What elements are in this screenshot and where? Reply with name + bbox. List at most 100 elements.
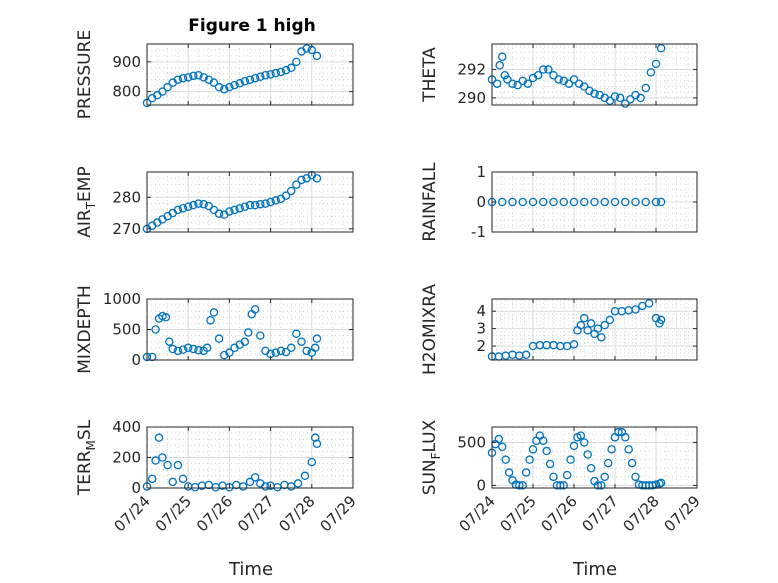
- mixdepth-marker: [281, 347, 291, 357]
- air-temp-marker: [199, 199, 208, 209]
- terr-msl-y-axis-label: TERRMSL: [75, 419, 98, 496]
- rainfall-marker: [600, 197, 610, 207]
- mixdepth-marker: [183, 343, 193, 353]
- sun-flux-marker: [539, 436, 548, 445]
- sun-flux-marker: [545, 459, 555, 469]
- theta-marker: [636, 93, 645, 103]
- theta-marker: [513, 80, 522, 90]
- sun-flux-y-tick-label: 500: [457, 433, 486, 451]
- theta-marker: [621, 99, 630, 108]
- theta-marker: [615, 93, 625, 103]
- air-temp-axes-box: [146, 171, 354, 233]
- pressure-marker: [312, 51, 322, 61]
- air-temp-marker: [173, 205, 183, 215]
- mixdepth-marker: [271, 348, 280, 357]
- sun-flux-marker: [525, 455, 534, 464]
- pressure-marker: [163, 82, 172, 92]
- pressure-marker: [225, 82, 234, 92]
- theta-marker: [656, 44, 666, 53]
- sun-flux-marker: [656, 478, 666, 488]
- terr-msl-marker: [250, 473, 260, 482]
- mixdepth-marker: [276, 346, 286, 356]
- theta-plot-area: [492, 44, 697, 105]
- air-temp-marker: [312, 174, 322, 183]
- theta-marker: [508, 79, 517, 88]
- theta-marker: [646, 68, 656, 77]
- theta-marker: [495, 61, 504, 70]
- mixdepth-marker: [214, 334, 224, 343]
- h2omixra-marker: [586, 319, 596, 328]
- pressure-marker: [178, 73, 188, 83]
- pressure-marker: [240, 76, 250, 86]
- pressure-marker: [250, 73, 260, 83]
- mixdepth-marker: [302, 346, 311, 356]
- theta-marker: [564, 79, 574, 88]
- pressure-marker: [158, 87, 167, 96]
- terr-msl-marker: [163, 460, 172, 470]
- sun-flux-marker: [556, 481, 565, 490]
- mixdepth-marker: [202, 343, 212, 353]
- sun-flux-marker: [497, 442, 507, 452]
- sun-flux-marker: [583, 450, 592, 459]
- h2omixra-marker: [631, 305, 640, 314]
- h2omixra-marker: [600, 320, 610, 330]
- mixdepth-marker: [286, 343, 296, 353]
- rainfall-marker: [651, 197, 661, 207]
- pressure-marker: [276, 67, 286, 77]
- sun-flux-marker: [559, 481, 569, 490]
- sun-flux-marker: [614, 427, 623, 437]
- h2omixra-marker: [569, 340, 579, 349]
- terr-msl-marker: [151, 456, 160, 465]
- h2omixra-marker: [597, 333, 606, 342]
- rainfall-marker: [559, 197, 569, 207]
- mixdepth-marker: [165, 337, 174, 346]
- sun-flux-marker: [600, 472, 610, 482]
- rainfall-y-tick-label: 0: [476, 193, 486, 211]
- pressure-marker: [173, 75, 183, 84]
- h2omixra-marker: [576, 320, 586, 330]
- h2omixra-y-axis-label: H2OMIXRA: [420, 284, 440, 375]
- pressure-marker: [230, 80, 239, 90]
- pressure-plot-area: [147, 44, 353, 105]
- air-temp-marker: [230, 205, 239, 215]
- pressure-marker: [266, 70, 275, 79]
- rainfall-marker: [549, 197, 558, 207]
- terr-msl-marker: [300, 471, 310, 481]
- terr-msl-marker: [178, 474, 188, 484]
- h2omixra-marker: [583, 326, 592, 335]
- pressure-marker: [209, 78, 219, 87]
- rainfall-marker: [539, 197, 548, 207]
- h2omixra-y-tick-label: 4: [476, 302, 486, 320]
- air-temp-marker: [225, 207, 234, 216]
- rainfall-marker: [518, 197, 528, 207]
- rainfall-marker: [631, 197, 640, 207]
- sun-flux-marker: [504, 468, 514, 477]
- terr-msl-marker: [158, 453, 167, 462]
- mixdepth-marker: [189, 344, 198, 354]
- theta-y-tick-label: 290: [457, 89, 486, 107]
- air-temp-marker: [266, 197, 275, 207]
- pressure-marker: [261, 70, 270, 80]
- terr-msl-marker: [261, 482, 270, 491]
- theta-marker: [539, 65, 548, 74]
- theta-marker: [569, 75, 579, 84]
- rainfall-marker: [528, 197, 538, 207]
- mixdepth-marker: [297, 337, 306, 346]
- mixdepth-marker: [194, 345, 203, 355]
- figure-title: Figure 1 high: [188, 16, 316, 36]
- air-temp-marker: [292, 180, 301, 189]
- air-temp-marker: [240, 202, 250, 211]
- air-temp-marker: [261, 199, 270, 208]
- rainfall-marker: [590, 197, 599, 207]
- h2omixra-y-tick-label: 3: [476, 320, 486, 338]
- air-temp-marker: [297, 175, 306, 185]
- theta-y-tick-label: 292: [457, 61, 486, 79]
- air-temp-y-axis-label: AIRTEMP: [75, 166, 98, 237]
- terr-msl-marker: [168, 477, 177, 487]
- rainfall-marker: [641, 197, 651, 207]
- mixdepth-marker: [310, 343, 320, 353]
- theta-marker: [497, 52, 507, 62]
- mixdepth-marker: [209, 308, 219, 317]
- mixdepth-marker: [240, 337, 250, 346]
- mixdepth-marker: [178, 345, 188, 354]
